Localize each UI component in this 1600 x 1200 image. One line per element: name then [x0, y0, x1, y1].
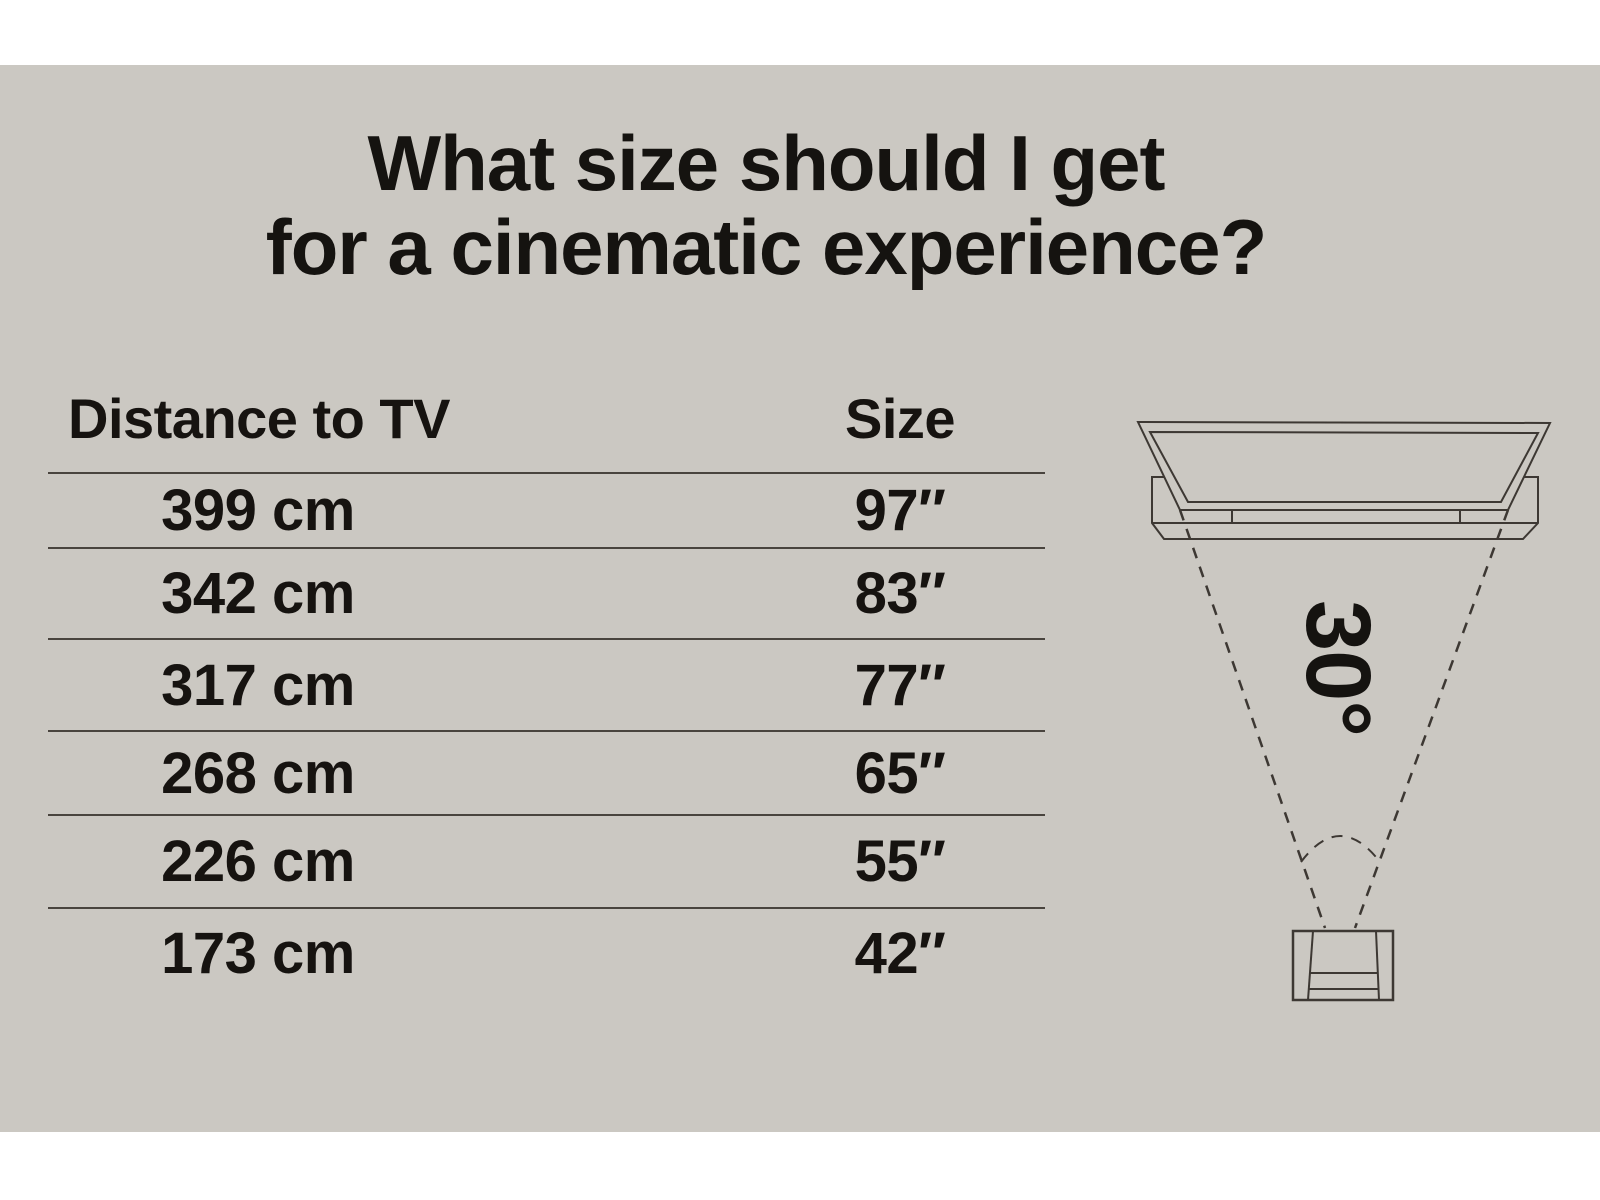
size-value: 97″ — [854, 478, 946, 543]
armchair-outline — [1291, 929, 1395, 1002]
size-value: 42″ — [854, 920, 946, 986]
viewing-angle-arc — [1300, 835, 1381, 863]
column-header-size: Size — [844, 387, 956, 450]
table-row: 342 cm 83″ — [48, 549, 1045, 640]
distance-value: 317 cm — [161, 652, 355, 718]
armchair-right-armrest-edge — [1375, 930, 1380, 1001]
distance-size-table: Distance to TV Size 399 cm 97″ 342 cm 83… — [48, 365, 1045, 997]
size-value: 55″ — [854, 829, 946, 894]
armchair-top-view — [1291, 929, 1395, 1002]
tv-screen-inner — [1148, 430, 1540, 503]
column-header-distance: Distance to TV — [68, 387, 450, 450]
table-row: 268 cm 65″ — [48, 732, 1045, 816]
viewing-angle-diagram: 30° — [1136, 420, 1552, 1002]
page-title: What size should I get for a cinematic e… — [0, 121, 1532, 289]
table-row: 226 cm 55″ — [48, 816, 1045, 909]
size-value: 77″ — [854, 652, 946, 718]
distance-value: 173 cm — [161, 920, 355, 986]
table-header-row: Distance to TV Size — [48, 365, 1045, 474]
distance-value: 342 cm — [161, 561, 355, 626]
gray-background-panel — [0, 65, 1600, 1132]
tv-screen-outer — [1136, 420, 1552, 511]
distance-value: 268 cm — [161, 740, 355, 806]
armchair-left-armrest-edge — [1307, 930, 1314, 1001]
table-row: 399 cm 97″ — [48, 474, 1045, 549]
size-value: 83″ — [854, 561, 946, 626]
viewing-angle-label: 30° — [1287, 600, 1389, 736]
page-title-line2: for a cinematic experience? — [265, 203, 1267, 291]
size-value: 65″ — [854, 740, 946, 806]
table-row: 173 cm 42″ — [48, 909, 1045, 997]
table-row: 317 cm 77″ — [48, 640, 1045, 732]
distance-value: 226 cm — [161, 829, 355, 894]
distance-value: 399 cm — [161, 478, 355, 543]
viewing-cone-left-dashed-line — [1178, 509, 1327, 929]
page-title-line1: What size should I get — [367, 119, 1165, 207]
viewing-cone-right-dashed-line — [1353, 509, 1510, 929]
